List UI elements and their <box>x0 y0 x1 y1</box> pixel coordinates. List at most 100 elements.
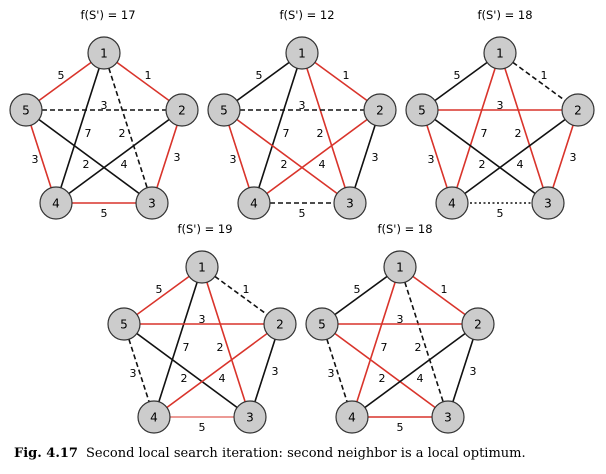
node-3: 3 <box>135 186 169 220</box>
edge-weight-4-3: 5 <box>497 207 504 220</box>
node-label: 2 <box>574 104 582 118</box>
edge-1-4 <box>153 266 203 418</box>
edge-weight-5-4: 3 <box>32 153 39 166</box>
edge-5-3 <box>123 323 251 418</box>
edge-weight-1-5: 5 <box>454 69 461 82</box>
edge-weight-1-2: 1 <box>441 283 448 296</box>
node-1: 1 <box>185 250 219 284</box>
node-5: 5 <box>207 93 241 127</box>
node-label: 5 <box>120 318 128 332</box>
node-1: 1 <box>483 36 517 70</box>
edge-weight-1-5: 5 <box>156 283 163 296</box>
node-label: 5 <box>418 104 426 118</box>
node-1: 1 <box>285 36 319 70</box>
node-label: 2 <box>376 104 384 118</box>
node-circle <box>305 307 339 341</box>
node-4: 4 <box>435 186 469 220</box>
edge-weight-1-4: 7 <box>183 341 190 354</box>
node-circle <box>185 250 219 284</box>
node-3: 3 <box>431 400 465 434</box>
edge-weight-1-3: 2 <box>415 341 422 354</box>
graph-panel-3: f(S') = 18 1 5 2 7 3 3 4 2 3 5 1 2 3 4 5 <box>405 8 595 220</box>
node-label: 5 <box>318 318 326 332</box>
node-1: 1 <box>87 36 121 70</box>
edge-weight-4-3: 5 <box>299 207 306 220</box>
edge-weight-1-2: 1 <box>243 283 250 296</box>
node-circle <box>363 93 397 127</box>
edge-weight-1-2: 1 <box>541 69 548 82</box>
panel-title: f(S') = 18 <box>377 222 432 236</box>
edge-weight-1-3: 2 <box>317 127 324 140</box>
node-label: 1 <box>298 47 306 61</box>
node-label: 4 <box>150 411 158 425</box>
edge-weight-1-4: 7 <box>481 127 488 140</box>
edge-weight-2-4: 2 <box>379 372 386 385</box>
edge-1-3 <box>103 52 153 204</box>
edge-weight-5-2: 3 <box>497 99 504 112</box>
edge-weight-5-4: 3 <box>428 153 435 166</box>
node-label: 2 <box>178 104 186 118</box>
node-label: 1 <box>100 47 108 61</box>
edge-weight-5-3: 4 <box>219 372 226 385</box>
node-3: 3 <box>333 186 367 220</box>
node-circle <box>9 93 43 127</box>
node-4: 4 <box>137 400 171 434</box>
node-5: 5 <box>305 307 339 341</box>
edge-1-4 <box>55 52 105 204</box>
edge-1-4 <box>351 266 401 418</box>
edge-1-3 <box>399 266 449 418</box>
node-circle <box>107 307 141 341</box>
node-5: 5 <box>107 307 141 341</box>
node-circle <box>333 186 367 220</box>
edge-weight-4-3: 5 <box>397 421 404 434</box>
edge-2-4 <box>253 109 381 204</box>
edge-weight-1-3: 2 <box>217 341 224 354</box>
edge-weight-2-3: 3 <box>372 151 379 164</box>
graph-panel-2: f(S') = 12 1 5 2 7 3 3 4 2 3 5 1 2 3 4 5 <box>207 8 397 220</box>
edge-weight-4-3: 5 <box>101 207 108 220</box>
node-circle <box>137 400 171 434</box>
edge-weight-5-4: 3 <box>230 153 237 166</box>
figure-number: Fig. 4.17 <box>14 446 78 461</box>
edge-5-3 <box>223 109 351 204</box>
node-label: 4 <box>348 411 356 425</box>
node-label: 3 <box>346 197 354 211</box>
node-circle <box>435 186 469 220</box>
node-circle <box>483 36 517 70</box>
node-label: 2 <box>474 318 482 332</box>
edge-weight-5-3: 4 <box>417 372 424 385</box>
edge-1-3 <box>301 52 351 204</box>
edge-weight-2-4: 2 <box>181 372 188 385</box>
edge-5-3 <box>25 109 153 204</box>
node-circle <box>461 307 495 341</box>
node-4: 4 <box>335 400 369 434</box>
node-label: 5 <box>220 104 228 118</box>
node-3: 3 <box>233 400 267 434</box>
edge-weight-2-3: 3 <box>272 365 279 378</box>
node-circle <box>233 400 267 434</box>
panel-title: f(S') = 12 <box>279 8 334 22</box>
figure-caption: Fig. 4.17 Second local search iteration: … <box>14 446 526 461</box>
edge-weight-2-4: 2 <box>281 158 288 171</box>
graph-panel-4: f(S') = 19 1 5 2 7 3 3 4 2 3 5 1 2 3 4 5 <box>107 222 297 434</box>
edge-weight-1-3: 2 <box>119 127 126 140</box>
edge-weight-1-2: 1 <box>343 69 350 82</box>
node-circle <box>335 400 369 434</box>
edge-weight-4-3: 5 <box>199 421 206 434</box>
edge-weight-2-3: 3 <box>470 365 477 378</box>
edge-weight-5-2: 3 <box>101 99 108 112</box>
node-circle <box>135 186 169 220</box>
node-circle <box>383 250 417 284</box>
panel-title: f(S') = 17 <box>80 8 135 22</box>
edge-weight-5-2: 3 <box>199 313 206 326</box>
edge-weight-2-4: 2 <box>479 158 486 171</box>
edge-weight-5-3: 4 <box>517 158 524 171</box>
node-4: 4 <box>39 186 73 220</box>
node-2: 2 <box>363 93 397 127</box>
edge-1-3 <box>499 52 549 204</box>
edge-weight-1-5: 5 <box>58 69 65 82</box>
edge-weight-5-2: 3 <box>397 313 404 326</box>
edge-1-4 <box>451 52 501 204</box>
edge-5-3 <box>321 323 449 418</box>
